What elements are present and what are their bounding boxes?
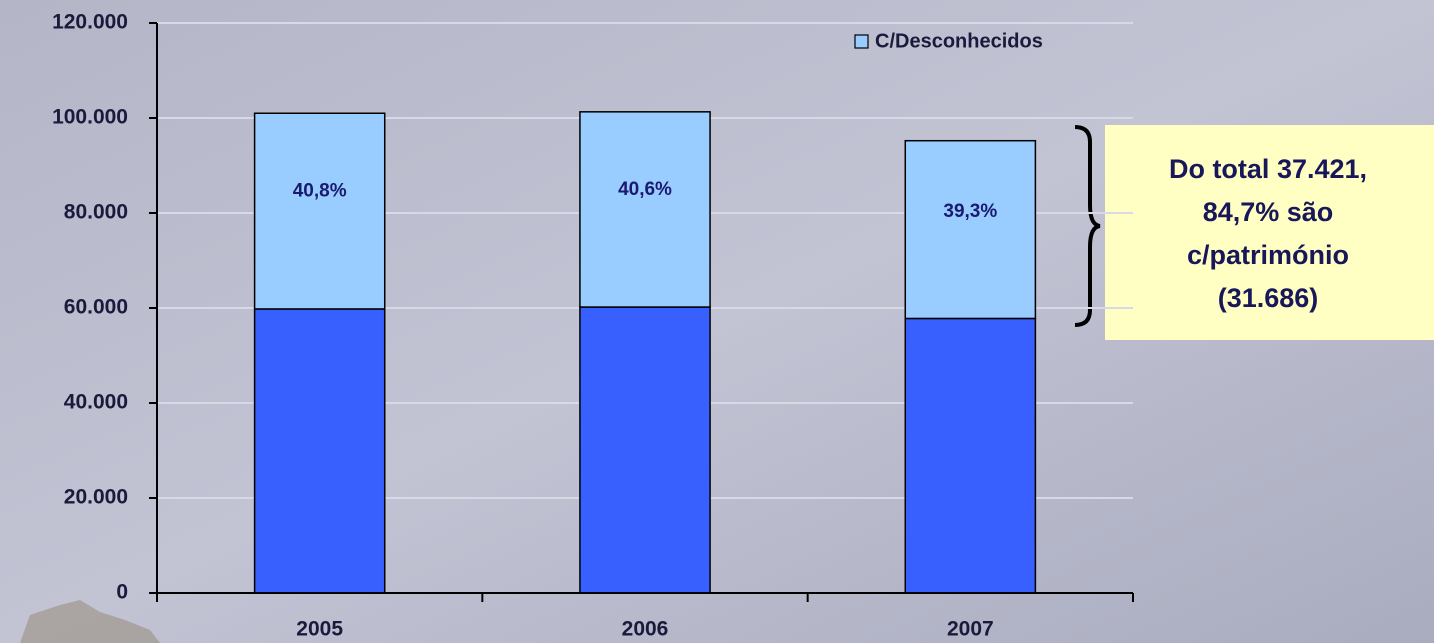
annotation-text: Do total 37.421, [1169, 154, 1367, 184]
bar-segment [253, 112, 386, 310]
segment-label: 40,6% [618, 179, 672, 200]
x-tick-label: 2007 [947, 618, 994, 641]
x-tick-label: 2006 [622, 618, 669, 641]
y-tick-label: 40.000 [64, 391, 128, 414]
legend-swatch [854, 34, 869, 49]
y-tick-label: 100.000 [52, 106, 128, 129]
x-tick-label: 2005 [296, 618, 343, 641]
y-tick-label: 60.000 [64, 296, 128, 319]
legend-label: C/Desconhecidos [875, 30, 1043, 52]
y-tick-label: 20.000 [64, 486, 128, 509]
map-decoration [20, 600, 160, 643]
segment-label: 39,3% [943, 201, 997, 222]
annotation-text: (31.686) [1218, 283, 1319, 313]
bar-segment [253, 308, 386, 594]
annotation-text: c/património [1187, 240, 1349, 270]
bar-segment [579, 306, 711, 594]
bar-segment [904, 317, 1037, 594]
annotation-box [1105, 125, 1434, 340]
segment-label: 40,8% [293, 181, 347, 202]
y-tick-label: 120.000 [52, 11, 128, 34]
brace [1074, 125, 1101, 327]
y-tick-label: 0 [116, 581, 128, 604]
annotation-text: 84,7% são [1203, 197, 1334, 227]
bar-segment [579, 111, 711, 308]
bar-segment [904, 139, 1037, 320]
y-tick-label: 80.000 [64, 201, 128, 224]
